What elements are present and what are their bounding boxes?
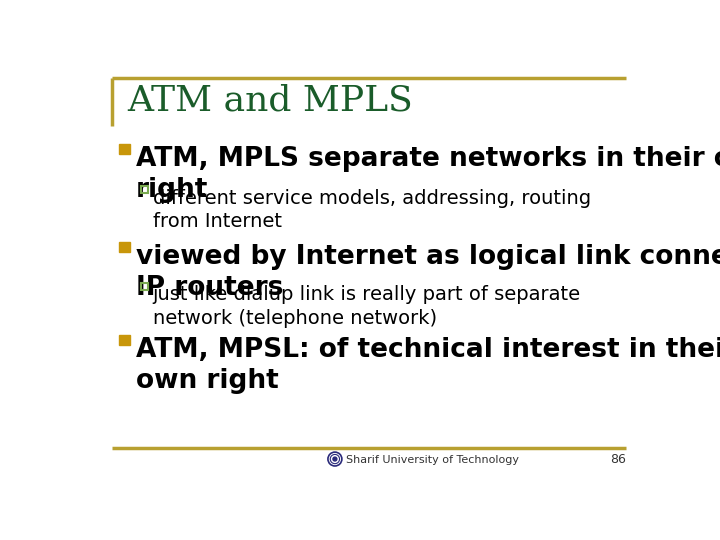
- Text: ATM, MPLS separate networks in their own
right: ATM, MPLS separate networks in their own…: [136, 146, 720, 204]
- Text: viewed by Internet as logical link connecting
IP routers: viewed by Internet as logical link conne…: [136, 244, 720, 301]
- Bar: [141, 186, 148, 193]
- Circle shape: [333, 457, 337, 461]
- Text: Sharif University of Technology: Sharif University of Technology: [346, 455, 518, 465]
- Text: ATM, MPSL: of technical interest in their
own right: ATM, MPSL: of technical interest in thei…: [136, 338, 720, 394]
- Bar: [120, 144, 130, 154]
- Bar: [120, 335, 130, 345]
- Text: different service models, addressing, routing
from Internet: different service models, addressing, ro…: [153, 189, 591, 231]
- Text: 86: 86: [611, 453, 626, 467]
- Bar: [120, 242, 130, 252]
- Bar: [141, 283, 148, 289]
- Text: ATM and MPLS: ATM and MPLS: [127, 84, 413, 118]
- Text: just like dialup link is really part of separate
network (telephone network): just like dialup link is really part of …: [153, 285, 581, 328]
